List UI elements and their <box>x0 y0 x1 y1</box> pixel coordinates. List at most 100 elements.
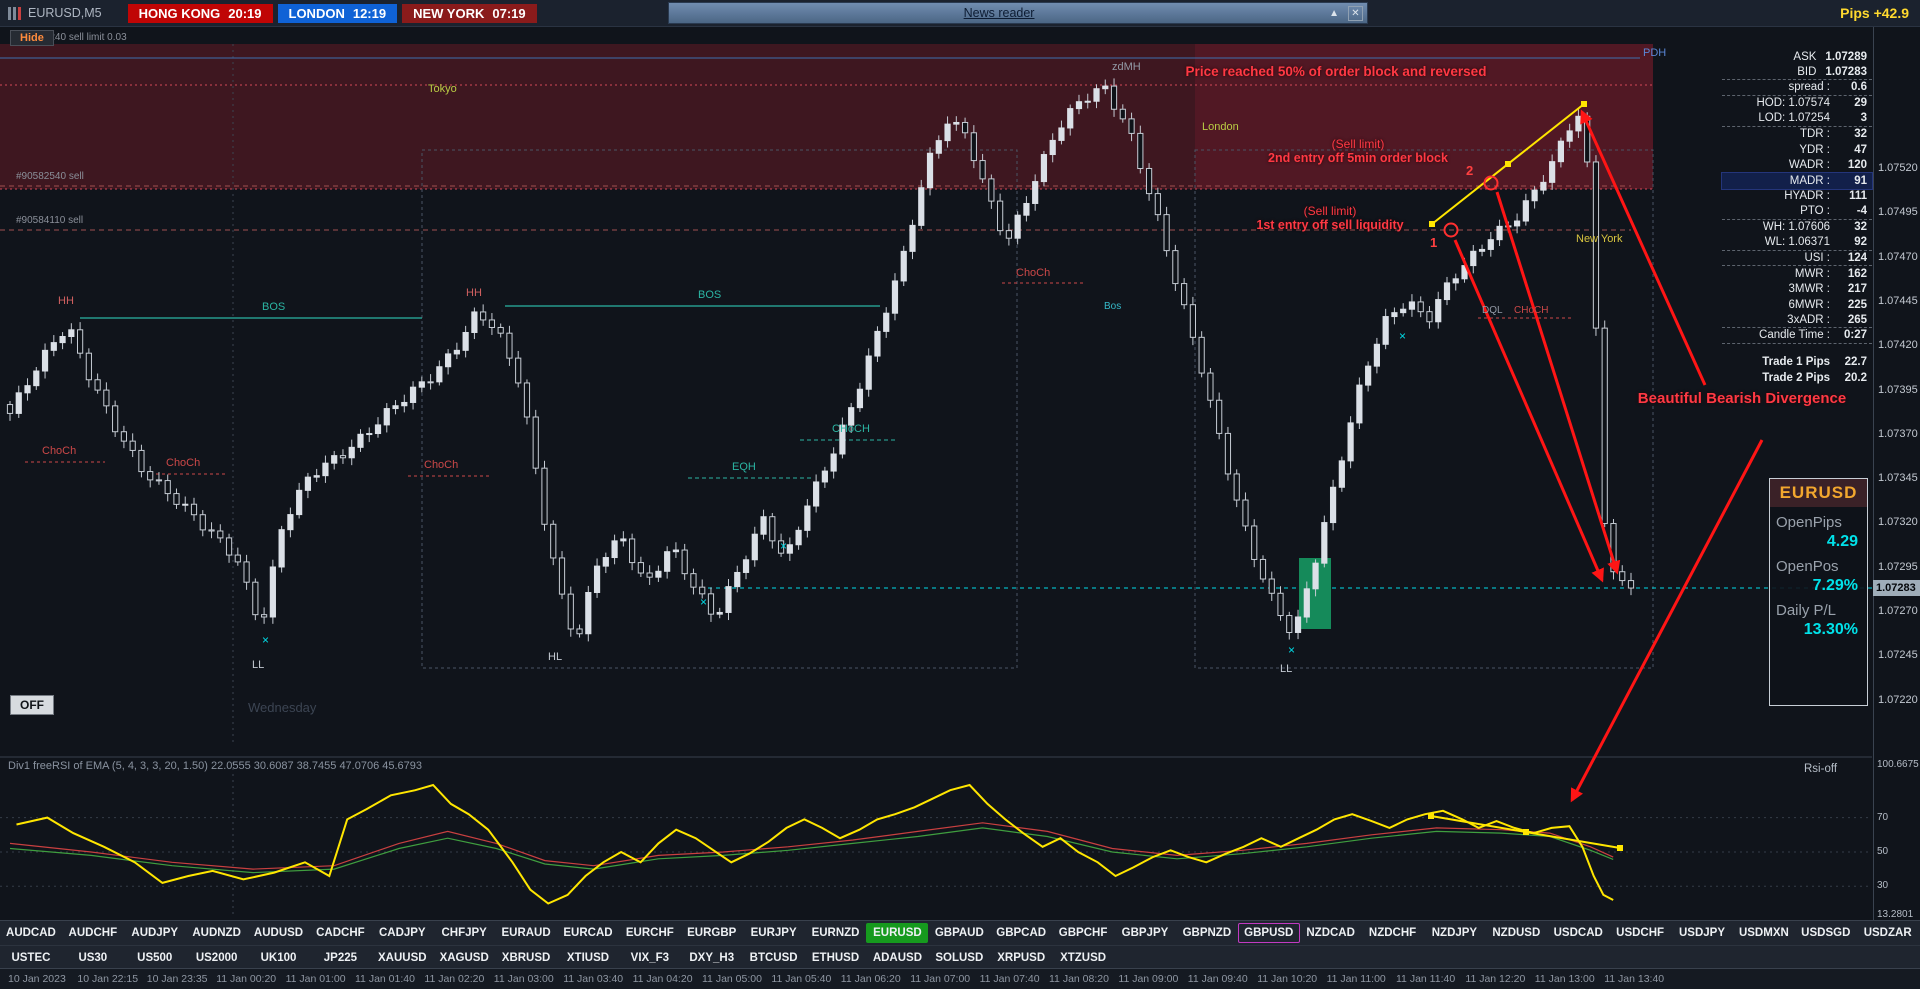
chart-label: ChoCh <box>42 445 77 457</box>
ticker-xagusd[interactable]: XAGUSD <box>439 951 489 964</box>
info-row: MWR :162 <box>1794 267 1867 280</box>
rsi-tick: 70 <box>1877 811 1889 823</box>
ticker-gbpjpy[interactable]: GBPJPY <box>1121 927 1169 939</box>
ticker-us30[interactable]: US30 <box>78 951 108 964</box>
ticker-vix_f3[interactable]: VIX_F3 <box>630 951 670 964</box>
ticker-audusd[interactable]: AUDUSD <box>253 927 304 939</box>
ticker-usdmxn[interactable]: USDMXN <box>1738 927 1789 939</box>
ticker-gbpaud[interactable]: GBPAUD <box>934 927 984 939</box>
annotation-reversal: Price reached 50% of order block and rev… <box>1185 64 1487 79</box>
info-row: 3xADR :265 <box>1722 313 1872 328</box>
ticker-usdsgd[interactable]: USDSGD <box>1801 927 1851 939</box>
widget-value: 4.29 <box>1826 533 1858 550</box>
ticker-usdzar[interactable]: USDZAR <box>1863 927 1912 939</box>
ticker-nzdchf[interactable]: NZDCHF <box>1368 927 1417 939</box>
time-label: 11 Jan 13:00 <box>1534 973 1595 985</box>
ticker-gbpchf[interactable]: GBPCHF <box>1058 927 1108 939</box>
rsi-off-button[interactable]: Rsi-off <box>1804 763 1838 775</box>
account-widget: EURUSD OpenPips 4.29 OpenPos 7.29% Daily P/L… <box>1769 478 1868 706</box>
info-row: 3MWR :217 <box>1788 283 1867 296</box>
chart-label: HH <box>58 295 74 307</box>
ticker-usdchf[interactable]: USDCHF <box>1616 927 1665 939</box>
annotation-entry2-line2: 2nd entry off 5min order block <box>1268 151 1448 165</box>
ticker-eurchf[interactable]: EURCHF <box>625 927 674 939</box>
annotation-entry2: (Sell limit) 2nd entry off 5min order bl… <box>1268 137 1448 165</box>
ticker-xrpusd[interactable]: XRPUSD <box>997 951 1046 964</box>
ticker-usdcad[interactable]: USDCAD <box>1553 927 1603 939</box>
ticker-xbrusd[interactable]: XBRUSD <box>501 951 551 964</box>
ticker-usdjpy[interactable]: USDJPY <box>1678 927 1725 939</box>
chart-label: ChoCh <box>424 459 459 471</box>
ticker-cadjpy[interactable]: CADJPY <box>378 927 426 939</box>
ticker-nzdjpy[interactable]: NZDJPY <box>1431 927 1478 939</box>
info-row: BID 1.07283 <box>1722 65 1872 80</box>
ticker-xtiusd[interactable]: XTIUSD <box>566 951 610 964</box>
ticker-cadchf[interactable]: CADCHF <box>316 927 365 939</box>
widget-label: OpenPips <box>1776 514 1842 531</box>
chart-label: 2 <box>1466 163 1474 178</box>
time-label: 11 Jan 13:40 <box>1604 973 1665 985</box>
rsi-tick: 13.2801 <box>1877 909 1914 920</box>
ticker-dxy_h3[interactable]: DXY_H3 <box>689 951 735 964</box>
time-label: 11 Jan 06:20 <box>840 973 901 985</box>
ticker-nzdcad[interactable]: NZDCAD <box>1306 927 1355 939</box>
ticker-uk100[interactable]: UK100 <box>260 951 297 964</box>
ticker-gbpusd[interactable]: GBPUSD <box>1238 923 1300 943</box>
ticker-ustec[interactable]: USTEC <box>11 951 51 964</box>
info-row: TDR :32 <box>1799 128 1867 141</box>
ticker-jp225[interactable]: JP225 <box>323 951 358 964</box>
ticker-us500[interactable]: US500 <box>137 951 173 964</box>
ticker-xtzusd[interactable]: XTZUSD <box>1060 951 1107 964</box>
ticker-eurnzd[interactable]: EURNZD <box>811 927 860 939</box>
hide-button[interactable]: Hide <box>10 30 54 46</box>
price-scale[interactable]: 1.07520 1.07495 1.07470 1.07445 1.07420 1.073… <box>1873 27 1920 968</box>
info-row: MADR :91 <box>1721 172 1873 190</box>
ticker-xauusd[interactable]: XAUUSD <box>378 951 427 964</box>
ticker-eurjpy[interactable]: EURJPY <box>750 927 797 939</box>
time-label: 11 Jan 10:20 <box>1257 973 1318 985</box>
info-row: PTO : -4 <box>1722 204 1872 220</box>
ticker-gbpcad[interactable]: GBPCAD <box>996 927 1047 939</box>
ticker-nzdusd[interactable]: NZDUSD <box>1492 927 1541 939</box>
ticker-euraud[interactable]: EURAUD <box>501 927 551 939</box>
market-info-panel: ASK 1.07289 BID 1.07283 spread :0.6 HOD: 1.07… <box>1721 49 1873 386</box>
annotation-entry1: (Sell limit) 1st entry off sell liquidit… <box>1256 204 1403 232</box>
info-row: ASK 1.07289 <box>1793 50 1867 63</box>
price-tick: 1.07395 <box>1878 383 1918 396</box>
time-label: 11 Jan 07:40 <box>979 973 1040 985</box>
ticker-us2000[interactable]: US2000 <box>195 951 238 964</box>
info-row: Candle Time :0:27 <box>1722 328 1872 344</box>
ticker-eurcad[interactable]: EURCAD <box>563 927 613 939</box>
time-label: 11 Jan 09:40 <box>1187 973 1248 985</box>
widget-rows: OpenPips 4.29 OpenPos 7.29% Daily P/L 13.30% <box>1770 507 1867 639</box>
chart-label: zdMH <box>1112 61 1141 73</box>
ticker-btcusd[interactable]: BTCUSD <box>749 951 798 964</box>
chart-label: #90584110 sell <box>16 215 84 226</box>
time-label: 11 Jan 03:00 <box>493 973 554 985</box>
ticker-adausd[interactable]: ADAUSD <box>872 951 923 964</box>
chart-title: EURUSD,M5 <box>28 6 102 20</box>
ticker-audnzd[interactable]: AUDNZD <box>192 927 241 939</box>
news-reader-bar[interactable]: News reader ▲ ✕ <box>668 2 1368 24</box>
ticker-gbpnzd[interactable]: GBPNZD <box>1182 927 1232 939</box>
ticker-eurgbp[interactable]: EURGBP <box>687 927 737 939</box>
price-tick: 1.07295 <box>1878 560 1918 573</box>
ticker-audchf[interactable]: AUDCHF <box>68 927 118 939</box>
widget-label: Daily P/L <box>1776 602 1837 619</box>
close-icon[interactable]: ✕ <box>1348 5 1363 21</box>
ticker-audcad[interactable]: AUDCAD <box>6 927 56 939</box>
ticker-eurusd[interactable]: EURUSD <box>866 923 929 943</box>
collapse-icon[interactable]: ▲ <box>1329 7 1339 19</box>
info-row: LOD: 1.07254 3 <box>1722 111 1872 127</box>
news-reader-title[interactable]: News reader <box>963 6 1035 20</box>
price-tick: 1.07420 <box>1878 339 1918 352</box>
ticker-solusd[interactable]: SOLUSD <box>935 951 984 964</box>
ticker-chfjpy[interactable]: CHFJPY <box>441 927 487 939</box>
ticker-audjpy[interactable]: AUDJPY <box>131 927 179 939</box>
chart-label: ChoCh <box>166 457 201 469</box>
time-label: 11 Jan 04:20 <box>632 973 693 985</box>
ticker-ethusd[interactable]: ETHUSD <box>811 951 860 964</box>
off-button[interactable]: OFF <box>10 695 54 715</box>
time-axis: 10 Jan 2023 10 Jan 22:15 10 Jan 23:35 11 Ja… <box>0 968 1920 989</box>
